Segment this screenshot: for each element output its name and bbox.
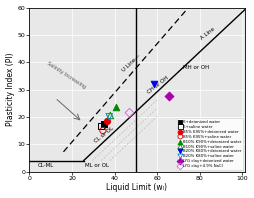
Text: ML or OL: ML or OL (85, 163, 109, 168)
Point (128, 111, 132, 114)
Text: CL or OL: CL or OL (93, 126, 115, 144)
X-axis label: Liquid Limit (wₗ): Liquid Limit (wₗ) (106, 183, 167, 192)
Point (102, 122, 106, 125)
Text: CH or OH: CH or OH (147, 75, 170, 95)
Text: A Line: A Line (200, 26, 216, 40)
Point (152, 83, 156, 86)
Point (167, 95, 171, 98)
Point (108, 114, 112, 117)
Text: Salinity Increasing: Salinity Increasing (46, 61, 87, 89)
Text: U Line---: U Line--- (121, 54, 141, 73)
Point (99, 125, 103, 128)
Text: CL-ML: CL-ML (38, 163, 54, 168)
Point (101, 129, 105, 132)
Legend: K+deionized water, K+saline water, B5% K95%+deionized water, B5% K95%+saline wat: K+deionized water, K+saline water, B5% K… (177, 118, 243, 170)
Point (114, 106, 118, 109)
Y-axis label: Plasticity Index (PI): Plasticity Index (PI) (6, 53, 14, 126)
Point (107, 115, 111, 118)
Point (105, 119, 109, 123)
Text: MH or OH: MH or OH (183, 65, 209, 70)
